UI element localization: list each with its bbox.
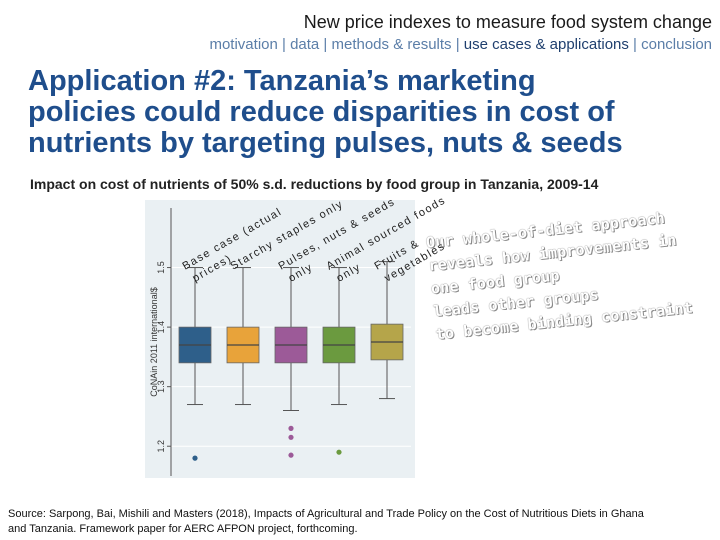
y-tick-label: 1.2 xyxy=(156,440,166,453)
box-base-case-actual-prices- xyxy=(178,267,212,461)
outlier-point xyxy=(336,449,342,455)
y-tick-label: 1.5 xyxy=(156,261,166,274)
slide-title-line: policies could reduce disparities in cos… xyxy=(28,96,615,128)
breadcrumb-before: motivation | data | methods & results | xyxy=(209,36,464,53)
box-fruits-vegetables xyxy=(370,261,404,400)
breadcrumb-active: use cases & applications xyxy=(463,36,629,53)
slide-title-line: nutrients by targeting pulses, nuts & se… xyxy=(28,127,623,159)
box-animal-sourced-foods-only xyxy=(322,267,356,455)
box-plot-chart: CoNAin 2011 international$ 1.2 1.3 1.4 1.5 xyxy=(145,200,415,478)
y-axis-title: CoNAin 2011 international$ xyxy=(149,287,159,396)
source-note: Source: Sarpong, Bai, Mishili and Master… xyxy=(8,508,644,535)
breadcrumb-after: | conclusion xyxy=(628,36,712,53)
outlier-point xyxy=(288,425,294,431)
box-pulses-nuts-seeds-only xyxy=(274,267,308,458)
deck-title: New price indexes to measure food system… xyxy=(303,12,712,32)
slide-title: Application #2: Tanzania’s marketing pol… xyxy=(28,66,708,159)
y-tick-label: 1.3 xyxy=(156,380,166,393)
callout-background xyxy=(422,226,714,376)
outlier-point xyxy=(192,455,198,461)
breadcrumb: motivation | data | methods & results | … xyxy=(209,36,712,53)
outlier-point xyxy=(288,452,294,458)
y-tick-label: 1.4 xyxy=(156,321,166,334)
slide-title-line: Application #2: Tanzania’s marketing xyxy=(28,65,536,97)
chart-subtitle: Impact on cost of nutrients of 50% s.d. … xyxy=(30,176,599,192)
box-starchy-staples-only xyxy=(226,267,260,406)
outlier-point xyxy=(288,434,294,440)
